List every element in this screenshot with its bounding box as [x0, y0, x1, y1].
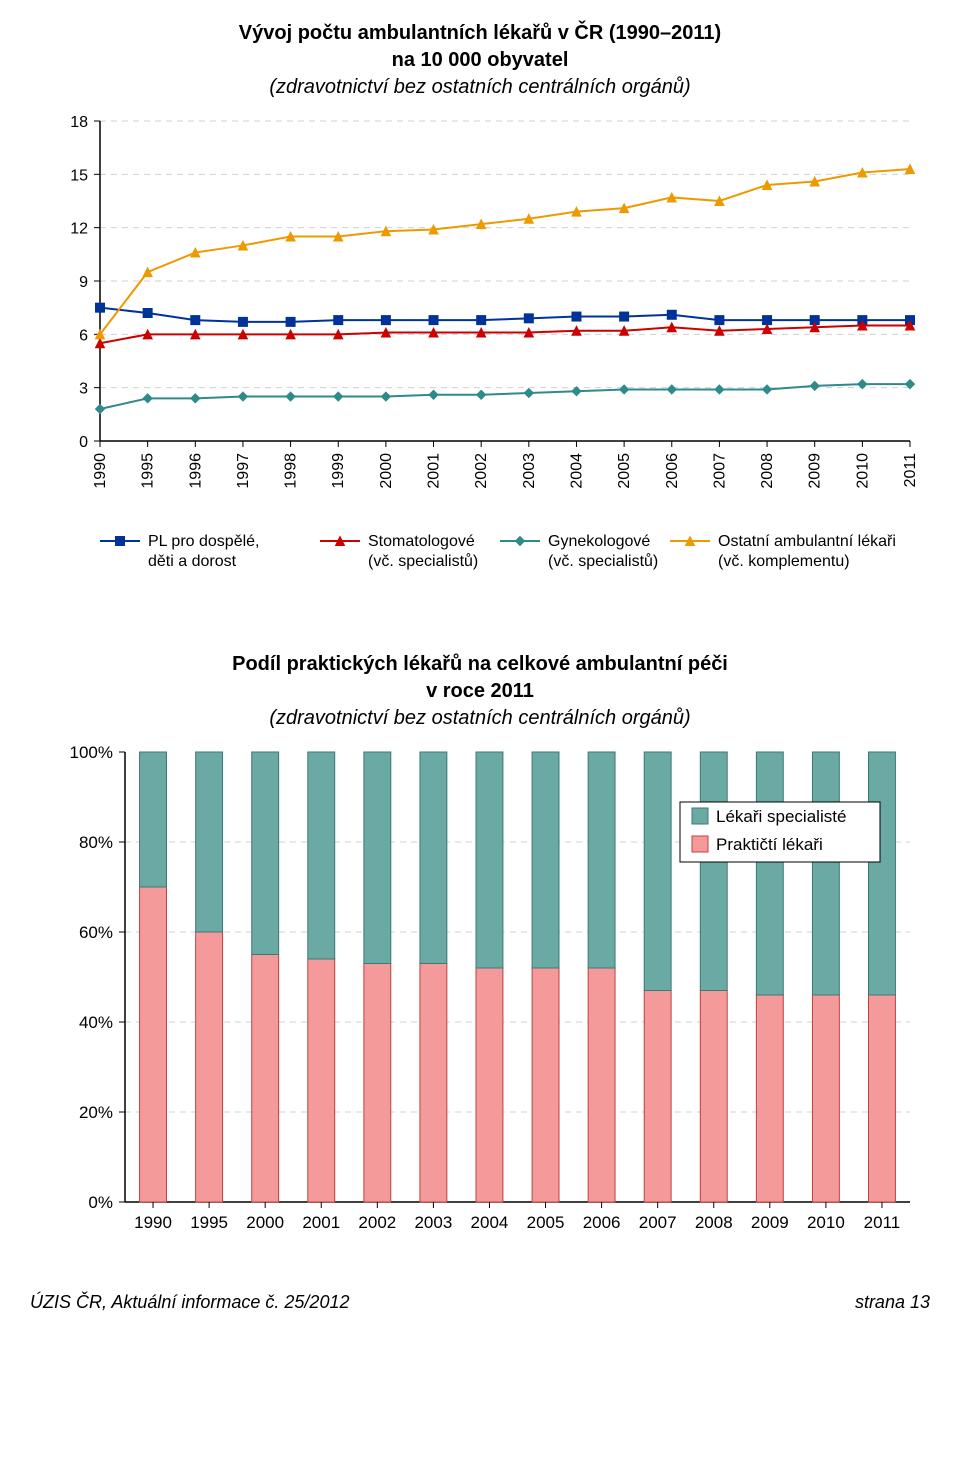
svg-text:Praktičtí lékaři: Praktičtí lékaři — [716, 835, 823, 854]
svg-text:2003: 2003 — [414, 1213, 452, 1232]
svg-text:2005: 2005 — [616, 453, 633, 489]
svg-text:2008: 2008 — [759, 453, 776, 489]
svg-text:2004: 2004 — [568, 453, 585, 489]
svg-text:2003: 2003 — [521, 453, 538, 489]
svg-text:80%: 80% — [79, 833, 113, 852]
svg-text:2000: 2000 — [246, 1213, 284, 1232]
svg-text:0%: 0% — [88, 1193, 113, 1212]
svg-text:2001: 2001 — [426, 453, 443, 489]
footer-left: ÚZIS ČR, Aktuální informace č. 25/2012 — [30, 1292, 349, 1313]
svg-text:6: 6 — [79, 327, 88, 344]
svg-text:(vč. komplementu): (vč. komplementu) — [718, 553, 850, 570]
svg-text:40%: 40% — [79, 1013, 113, 1032]
svg-text:12: 12 — [70, 221, 88, 238]
svg-text:2011: 2011 — [864, 1213, 901, 1232]
svg-text:2004: 2004 — [471, 1213, 509, 1232]
svg-text:1990: 1990 — [134, 1213, 172, 1232]
svg-text:15: 15 — [70, 167, 88, 184]
svg-text:2007: 2007 — [711, 453, 728, 489]
svg-text:2010: 2010 — [854, 453, 871, 489]
bar-chart-svg: 0% 20% 40% 60% 80% 100% 1990 1995 2000 2001 2002 20… — [30, 742, 930, 1252]
svg-text:děti a dorost: děti a dorost — [148, 553, 237, 570]
line-chart-title: Vývoj počtu ambulantních lékařů v ČR (19… — [30, 20, 930, 101]
title-text: Vývoj počtu ambulantních lékařů v ČR (19… — [239, 22, 721, 44]
svg-text:2002: 2002 — [358, 1213, 396, 1232]
svg-text:1997: 1997 — [235, 453, 252, 489]
svg-text:(vč. specialistů): (vč. specialistů) — [368, 552, 478, 570]
svg-text:Lékaři specialisté: Lékaři specialisté — [716, 807, 846, 826]
svg-text:100%: 100% — [70, 743, 113, 762]
page-footer: ÚZIS ČR, Aktuální informace č. 25/2012 s… — [30, 1292, 930, 1313]
svg-text:20%: 20% — [79, 1103, 113, 1122]
svg-text:1998: 1998 — [283, 453, 300, 489]
svg-text:Gynekologové: Gynekologové — [548, 533, 650, 550]
svg-text:2001: 2001 — [302, 1213, 340, 1232]
title-text: na 10 000 obyvatel — [392, 49, 569, 71]
line-chart-svg: 0 3 6 9 12 15 18 1990 1995 1996 1997 1998 1999 2000 20… — [30, 111, 930, 611]
svg-text:2007: 2007 — [639, 1213, 677, 1232]
title-text: (zdravotnictví bez ostatních centrálních… — [269, 76, 690, 98]
svg-text:0: 0 — [79, 434, 88, 451]
svg-text:2005: 2005 — [527, 1213, 565, 1232]
svg-text:2009: 2009 — [807, 453, 824, 489]
title-text: v roce 2011 — [426, 680, 534, 702]
svg-text:1999: 1999 — [330, 453, 347, 489]
bar-chart-title: Podíl praktických lékařů na celkové ambu… — [30, 651, 930, 732]
bar-chart-container: Podíl praktických lékařů na celkové ambu… — [30, 651, 930, 1252]
svg-text:3: 3 — [79, 381, 88, 398]
svg-text:2006: 2006 — [583, 1213, 621, 1232]
svg-text:1995: 1995 — [190, 1213, 228, 1232]
svg-text:1990: 1990 — [92, 453, 109, 489]
svg-text:60%: 60% — [79, 923, 113, 942]
svg-text:2009: 2009 — [751, 1213, 789, 1232]
svg-text:9: 9 — [79, 274, 88, 291]
title-text: (zdravotnictví bez ostatních centrálních… — [269, 707, 690, 729]
svg-text:2008: 2008 — [695, 1213, 733, 1232]
svg-text:Ostatní ambulantní lékaři: Ostatní ambulantní lékaři — [718, 533, 896, 550]
svg-text:(vč. specialistů): (vč. specialistů) — [548, 552, 658, 570]
svg-text:2010: 2010 — [807, 1213, 845, 1232]
svg-text:1995: 1995 — [140, 453, 157, 489]
svg-text:Stomatologové: Stomatologové — [368, 533, 475, 550]
svg-text:2006: 2006 — [664, 453, 681, 489]
title-text: Podíl praktických lékařů na celkové ambu… — [232, 653, 728, 675]
svg-text:PL pro dospělé,: PL pro dospělé, — [148, 533, 259, 550]
svg-text:1996: 1996 — [187, 453, 204, 489]
svg-text:2011: 2011 — [902, 453, 919, 488]
svg-text:18: 18 — [70, 114, 88, 131]
svg-text:2002: 2002 — [473, 453, 490, 489]
svg-text:2000: 2000 — [378, 453, 395, 489]
line-chart-container: Vývoj počtu ambulantních lékařů v ČR (19… — [30, 20, 930, 611]
footer-right: strana 13 — [855, 1292, 930, 1313]
